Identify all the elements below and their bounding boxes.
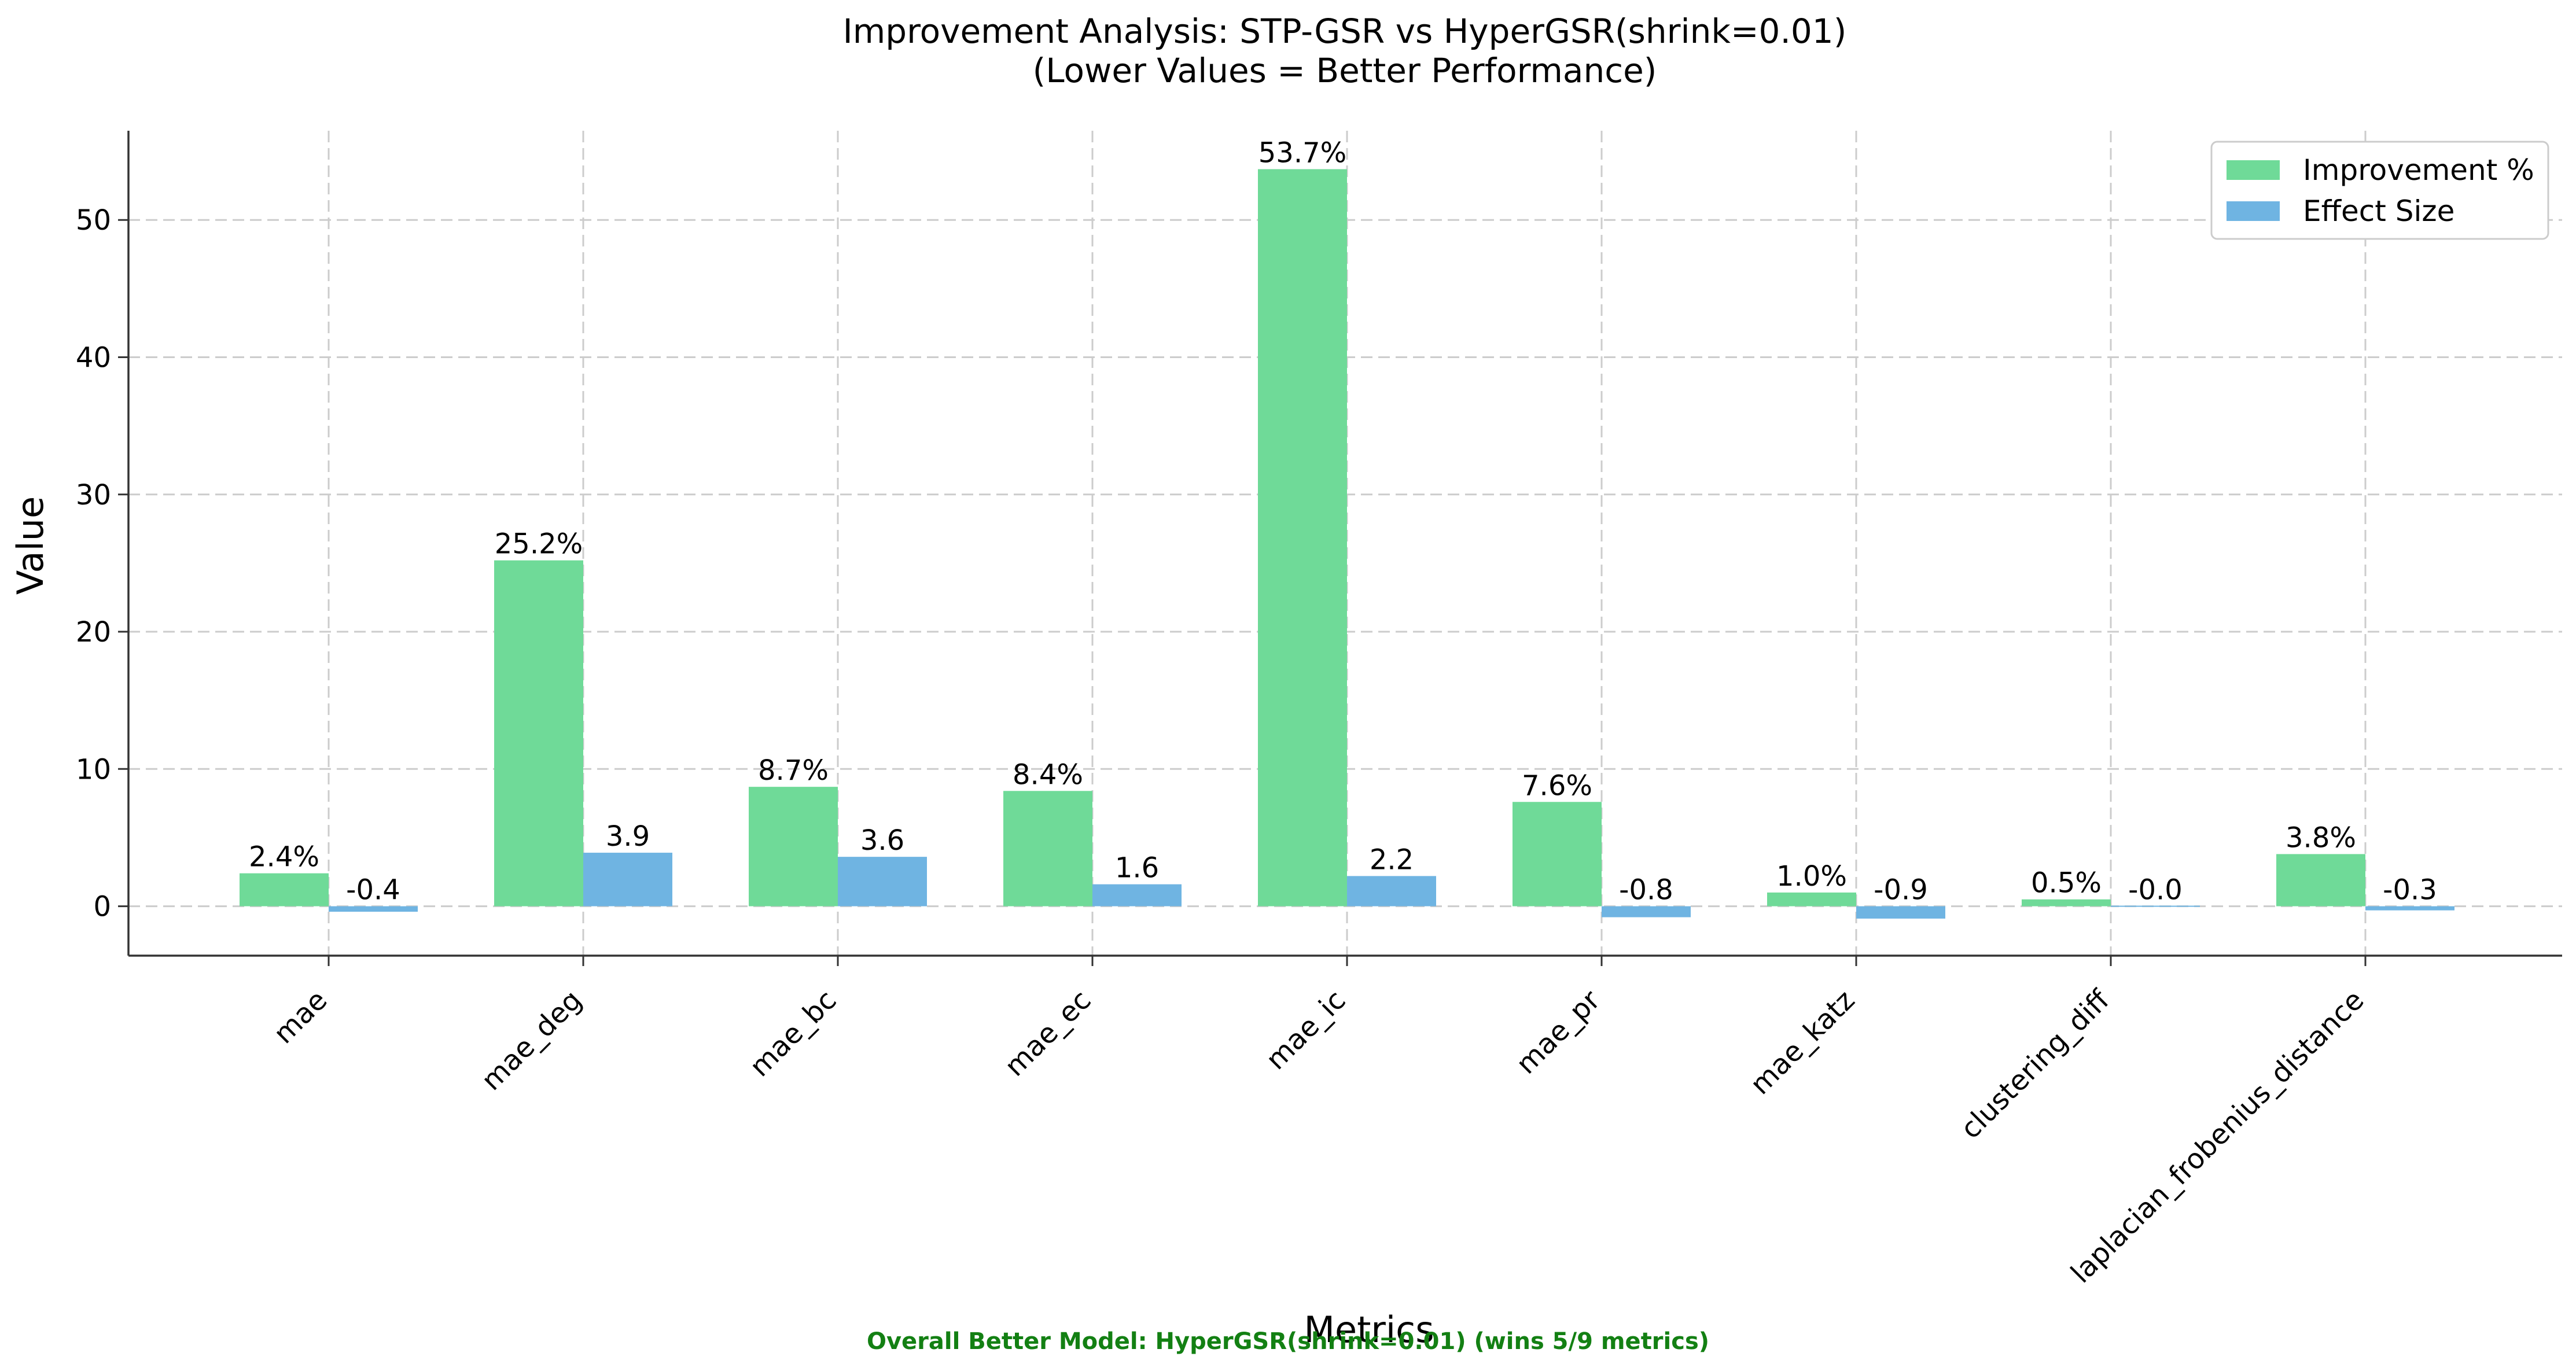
bar-label-effect-size-mae-pr: -0.8 (1619, 874, 1673, 906)
x-tick-labels: mae mae_deg mae_bc mae_ec mae_ic mae_pr mae_ka… (267, 983, 2370, 1289)
bar-effect-size-mae-ic (1347, 876, 1436, 906)
chart-subtitle: (Lower Values = Better Performance) (1033, 51, 1657, 90)
legend: Improvement % Effect Size (2210, 141, 2549, 240)
bar-effect-size-laplacian-frobenius-distance (2365, 906, 2454, 911)
y-tick-labels: 0 10 20 30 40 50 (76, 204, 111, 923)
legend-label-effect-size: Effect Size (2303, 194, 2454, 228)
bar-label-effect-size-mae-ec: 1.6 (1115, 852, 1159, 884)
bar-label-improvement-laplacian-frobenius-distance: 3.8% (2286, 821, 2356, 854)
bar-improvement-mae-bc (749, 787, 838, 906)
bar-label-effect-size-mae-katz: -0.9 (1874, 874, 1928, 906)
bar-label-improvement-mae-ec: 8.4% (1013, 758, 1083, 791)
bar-label-improvement-mae-pr: 7.6% (1522, 769, 1592, 802)
legend-swatch-effect-size (2227, 201, 2280, 221)
overall-better-model-note: Overall Better Model: HyperGSR(shrink=0.… (867, 1328, 1709, 1355)
y-tick-label-20: 20 (76, 616, 111, 648)
y-tick-label-0: 0 (93, 891, 111, 923)
legend-swatch-improvement (2227, 160, 2280, 180)
bar-label-improvement-mae-katz: 1.0% (1776, 860, 1847, 893)
x-tick-label-mae-deg: mae_deg (475, 984, 588, 1097)
bar-effect-size-mae-katz (1856, 906, 1945, 919)
legend-box (2210, 141, 2549, 240)
x-axis-label: Metrics (1304, 1309, 1434, 1351)
y-tick-label-40: 40 (76, 341, 111, 374)
bar-effect-size-mae-ec (1092, 884, 1182, 906)
bar-improvement-mae (240, 873, 329, 906)
bars-layer (240, 169, 2454, 919)
bar-improvement-clustering-diff (2022, 899, 2111, 906)
bar-improvement-mae-katz (1767, 892, 1856, 906)
chart-title: Improvement Analysis: STP-GSR vs HyperGS… (843, 12, 1847, 51)
bar-label-improvement-clustering-diff: 0.5% (2031, 867, 2102, 900)
axes-layer (118, 131, 2562, 966)
bar-effect-size-mae-bc (838, 857, 927, 906)
legend-label-improvement: Improvement % (2303, 153, 2534, 187)
bar-label-improvement-mae: 2.4% (249, 841, 319, 874)
x-tick-label-clustering-diff: clustering_diff (1955, 983, 2117, 1145)
y-axis-label: Value (9, 496, 51, 595)
bar-label-effect-size-mae: -0.4 (346, 874, 400, 906)
bar-label-effect-size-clustering-diff: -0.0 (2128, 874, 2183, 906)
bar-effect-size-mae (329, 906, 418, 912)
x-tick-label-mae-pr: mae_pr (1510, 984, 1607, 1081)
bar-labels-layer: 2.4% 25.2% 8.7% 8.4% 53.7% 7.6% 1.0% 0.5% 3.8% -0… (249, 137, 2437, 906)
bar-label-improvement-mae-bc: 8.7% (758, 754, 829, 787)
x-tick-label-mae: mae (267, 984, 333, 1050)
bar-effect-size-mae-pr (1602, 906, 1691, 917)
bar-improvement-mae-pr (1513, 802, 1602, 906)
y-tick-label-50: 50 (76, 204, 111, 237)
x-tick-label-mae-bc: mae_bc (744, 984, 843, 1083)
x-tick-label-laplacian-frobenius-distance: laplacian_frobenius_distance (2065, 984, 2370, 1289)
x-tick-label-mae-ic: mae_ic (1260, 984, 1352, 1076)
bar-improvement-mae-ec (1003, 791, 1092, 906)
bar-label-effect-size-mae-deg: 3.9 (606, 820, 650, 853)
bar-label-improvement-mae-deg: 25.2% (495, 528, 583, 561)
x-tick-label-mae-ec: mae_ec (999, 984, 1098, 1083)
y-tick-label-30: 30 (76, 479, 111, 511)
bar-improvement-mae-ic (1258, 169, 1347, 906)
bar-improvement-mae-deg (494, 560, 583, 906)
bar-label-effect-size-mae-bc: 3.6 (860, 824, 904, 857)
bar-label-effect-size-mae-ic: 2.2 (1370, 843, 1414, 876)
bar-effect-size-mae-deg (583, 853, 672, 906)
x-tick-label-mae-katz: mae_katz (1744, 984, 1861, 1101)
bar-effect-size-clustering-diff (2111, 905, 2200, 907)
bar-label-improvement-mae-ic: 53.7% (1258, 137, 1346, 169)
bar-improvement-laplacian-frobenius-distance (2276, 854, 2365, 906)
bar-label-effect-size-laplacian-frobenius-distance: -0.3 (2383, 874, 2437, 906)
y-tick-label-10: 10 (76, 753, 111, 786)
